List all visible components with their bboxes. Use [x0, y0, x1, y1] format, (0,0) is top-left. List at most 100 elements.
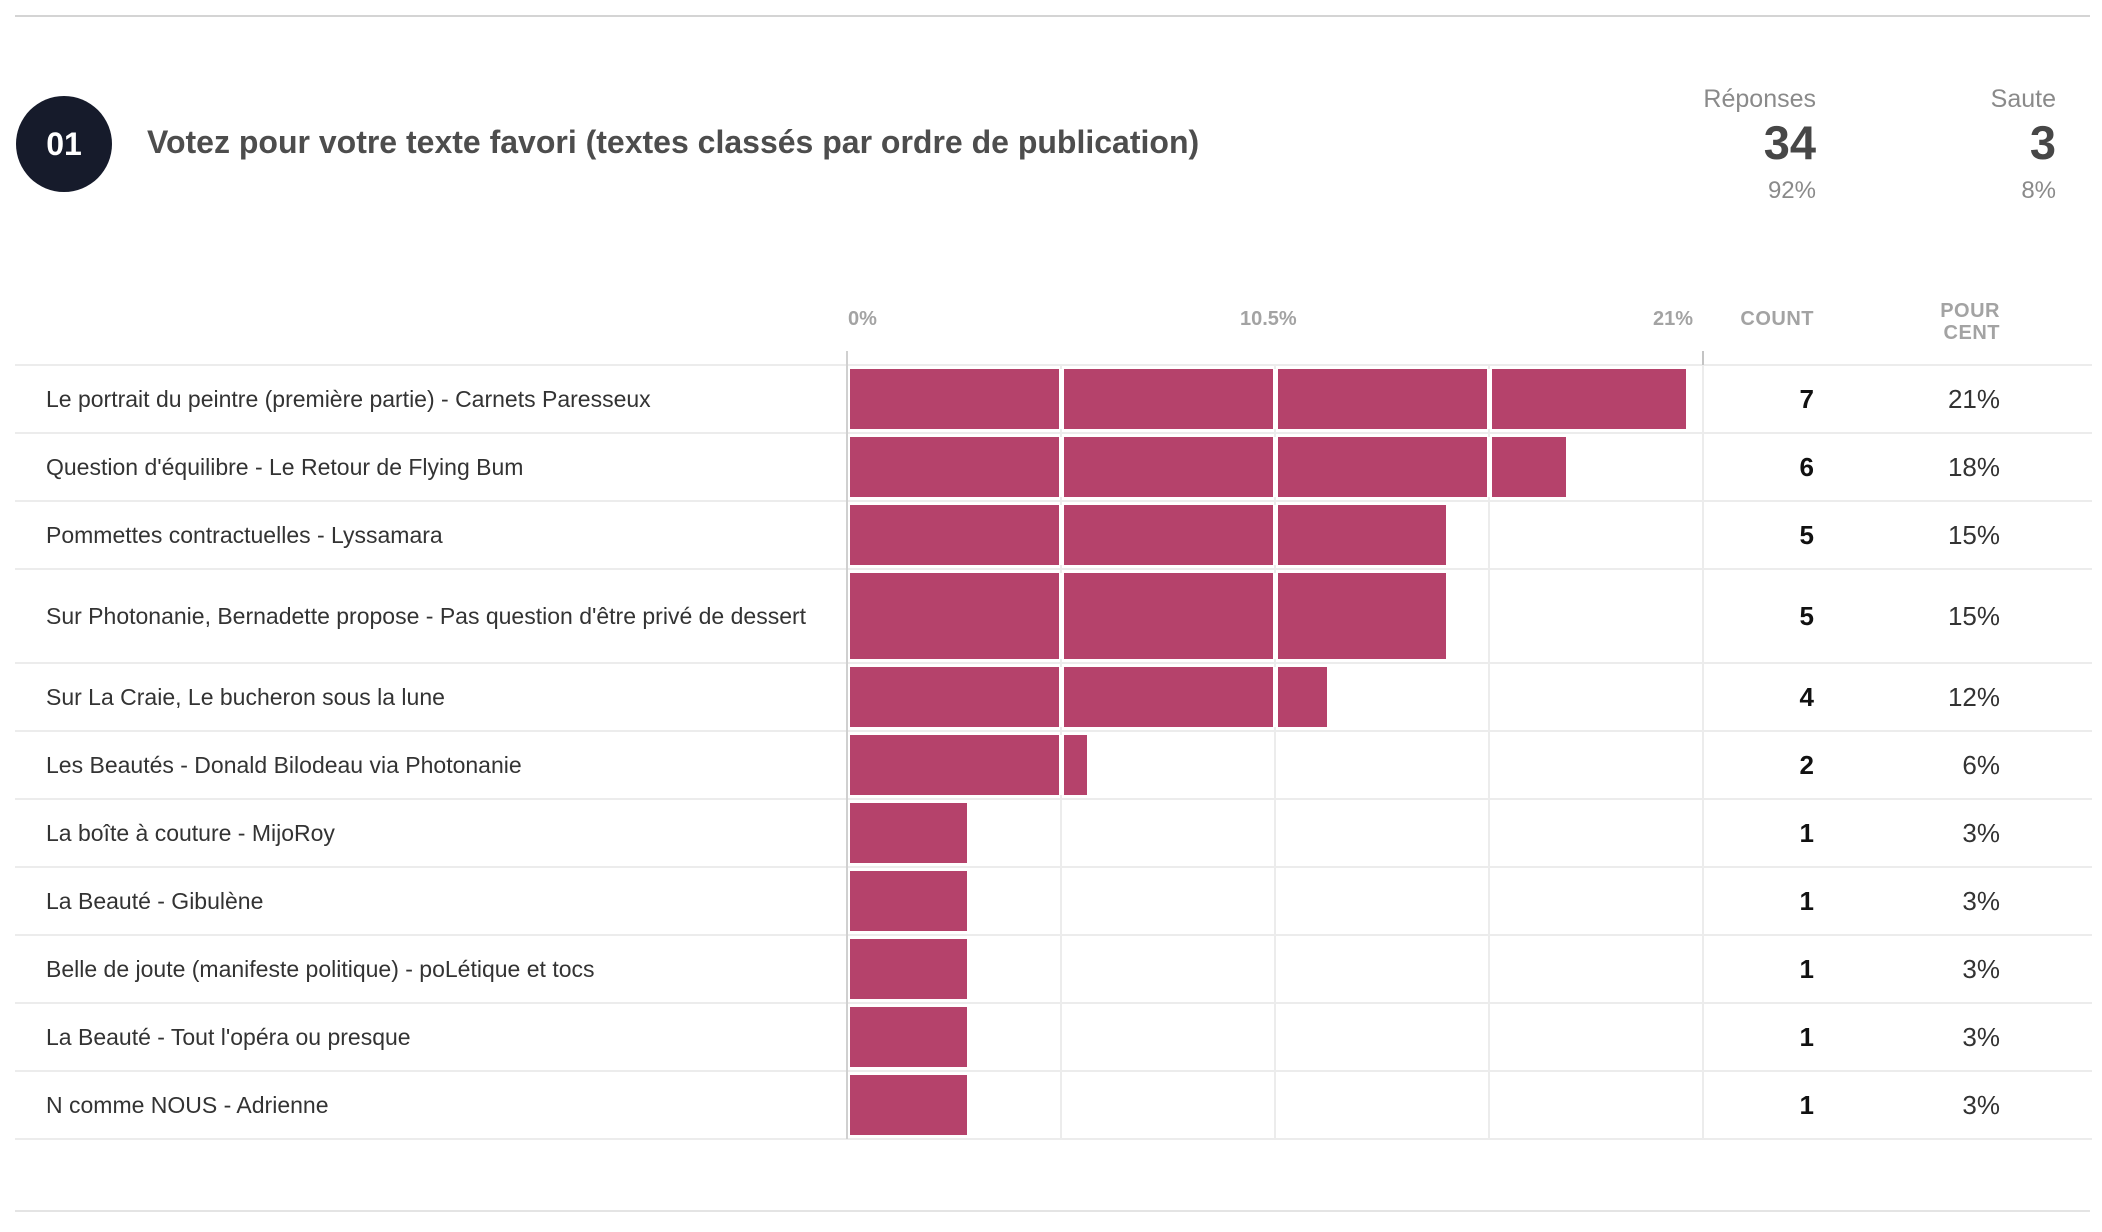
- axis-tick-mark: [1702, 351, 1704, 365]
- row-label: Sur Photonanie, Bernadette propose - Pas…: [46, 569, 836, 663]
- row-label-text: Question d'équilibre - Le Retour de Flyi…: [46, 454, 524, 480]
- count-cell: 1: [1799, 1089, 1814, 1120]
- percent-cell: 3%: [1962, 817, 2000, 848]
- responses-stat: Réponses 34 92%: [1576, 84, 1816, 206]
- row-label: Question d'équilibre - Le Retour de Flyi…: [46, 433, 836, 501]
- percent-cell: 21%: [1947, 383, 2000, 414]
- count-cell: 6: [1799, 451, 1814, 482]
- percent-cell: 3%: [1962, 1021, 2000, 1052]
- bar[interactable]: [850, 369, 1686, 429]
- responses-label: Réponses: [1703, 85, 1816, 113]
- row-divider: [15, 662, 2092, 664]
- bar-gridline-gap: [1273, 369, 1278, 429]
- count-column-header: COUNT: [1740, 308, 1814, 330]
- row-divider: [15, 730, 2092, 732]
- bar-gridline-gap: [1059, 505, 1064, 565]
- row-label-text: Le portrait du peintre (première partie)…: [46, 386, 651, 412]
- row-label-text: Pommettes contractuelles - Lyssamara: [46, 522, 443, 548]
- gridline: [1488, 365, 1490, 1139]
- row-label-text: Belle de joute (manifeste politique) - p…: [46, 956, 595, 982]
- row-label: Les Beautés - Donald Bilodeau via Photon…: [46, 731, 836, 799]
- bar-gridline-gap: [1487, 369, 1492, 429]
- bottom-divider: [15, 1210, 2090, 1212]
- percent-cell: 15%: [1947, 600, 2000, 631]
- skipped-stat: Saute 3 8%: [1816, 84, 2056, 206]
- row-divider: [15, 500, 2092, 502]
- count-cell: 1: [1799, 953, 1814, 984]
- percent-column-header: POUR CENT: [1880, 300, 2000, 344]
- percent-header-line1: POUR: [1940, 300, 2000, 322]
- row-label: Belle de joute (manifeste politique) - p…: [46, 935, 836, 1003]
- row-label-text: Sur Photonanie, Bernadette propose - Pas…: [46, 603, 807, 629]
- bar[interactable]: [850, 939, 967, 999]
- axis-tick-0: 0%: [848, 308, 877, 330]
- row-label: Sur La Craie, Le bucheron sous la lune: [46, 663, 836, 731]
- bar-gridline-gap: [1273, 505, 1278, 565]
- skipped-value: 3: [2029, 116, 2056, 169]
- axis-tick-max: 21%: [1653, 308, 1694, 330]
- gridline: [1702, 365, 1704, 1139]
- skipped-percent: 8%: [2021, 177, 2056, 204]
- bar[interactable]: [850, 1007, 967, 1067]
- question-title: Votez pour votre texte favori (textes cl…: [147, 124, 1200, 160]
- row-divider: [15, 934, 2092, 936]
- percent-cell: 3%: [1962, 953, 2000, 984]
- bar-gridline-gap: [1059, 437, 1064, 497]
- row-label-text: N comme NOUS - Adrienne: [46, 1092, 329, 1118]
- row-label: Pommettes contractuelles - Lyssamara: [46, 501, 836, 569]
- row-divider: [15, 364, 2092, 366]
- bar[interactable]: [850, 573, 1446, 659]
- count-cell: 7: [1799, 383, 1814, 414]
- row-divider: [15, 798, 2092, 800]
- row-label: Le portrait du peintre (première partie)…: [46, 365, 836, 433]
- row-label-text: La Beauté - Gibulène: [46, 888, 264, 914]
- count-cell: 1: [1799, 1021, 1814, 1052]
- axis-line: [846, 351, 848, 1139]
- count-cell: 5: [1799, 519, 1814, 550]
- percent-cell: 18%: [1947, 451, 2000, 482]
- row-divider: [15, 866, 2092, 868]
- count-cell: 5: [1799, 600, 1814, 631]
- bar-gridline-gap: [1487, 437, 1492, 497]
- top-divider: [15, 15, 2090, 17]
- count-cell: 1: [1799, 817, 1814, 848]
- row-label-text: La Beauté - Tout l'opéra ou presque: [46, 1024, 411, 1050]
- percent-cell: 6%: [1962, 749, 2000, 780]
- row-divider: [15, 568, 2092, 570]
- question-number: 01: [46, 125, 82, 162]
- bar[interactable]: [850, 667, 1327, 727]
- bar-gridline-gap: [1273, 667, 1278, 727]
- responses-value: 34: [1763, 116, 1816, 169]
- row-divider: [15, 432, 2092, 434]
- bar-gridline-gap: [1059, 369, 1064, 429]
- question-number-badge: 01: [16, 96, 112, 192]
- count-cell: 4: [1799, 681, 1814, 712]
- row-label: La boîte à couture - MijoRoy: [46, 799, 836, 867]
- bar-gridline-gap: [1273, 573, 1278, 659]
- bar-gridline-gap: [1059, 573, 1064, 659]
- bar[interactable]: [850, 437, 1566, 497]
- bar[interactable]: [850, 803, 967, 863]
- percent-cell: 3%: [1962, 1089, 2000, 1120]
- percent-header-line2: CENT: [1943, 322, 2000, 344]
- row-divider: [15, 1070, 2092, 1072]
- bar[interactable]: [850, 871, 967, 931]
- axis-tick-mid: 10.5%: [1240, 308, 1297, 330]
- responses-percent: 92%: [1767, 177, 1816, 204]
- skipped-label: Saute: [1990, 85, 2056, 113]
- bar-gridline-gap: [1059, 667, 1064, 727]
- row-label: La Beauté - Gibulène: [46, 867, 836, 935]
- bar-gridline-gap: [1059, 735, 1064, 795]
- percent-cell: 15%: [1947, 519, 2000, 550]
- count-cell: 2: [1799, 749, 1814, 780]
- bar[interactable]: [850, 1075, 967, 1135]
- row-divider: [15, 1138, 2092, 1140]
- bar-gridline-gap: [1273, 437, 1278, 497]
- bar[interactable]: [850, 735, 1087, 795]
- row-label: La Beauté - Tout l'opéra ou presque: [46, 1003, 836, 1071]
- row-divider: [15, 1002, 2092, 1004]
- row-label: N comme NOUS - Adrienne: [46, 1071, 836, 1139]
- bar[interactable]: [850, 505, 1446, 565]
- row-label-text: Les Beautés - Donald Bilodeau via Photon…: [46, 752, 522, 778]
- row-label-text: La boîte à couture - MijoRoy: [46, 820, 335, 846]
